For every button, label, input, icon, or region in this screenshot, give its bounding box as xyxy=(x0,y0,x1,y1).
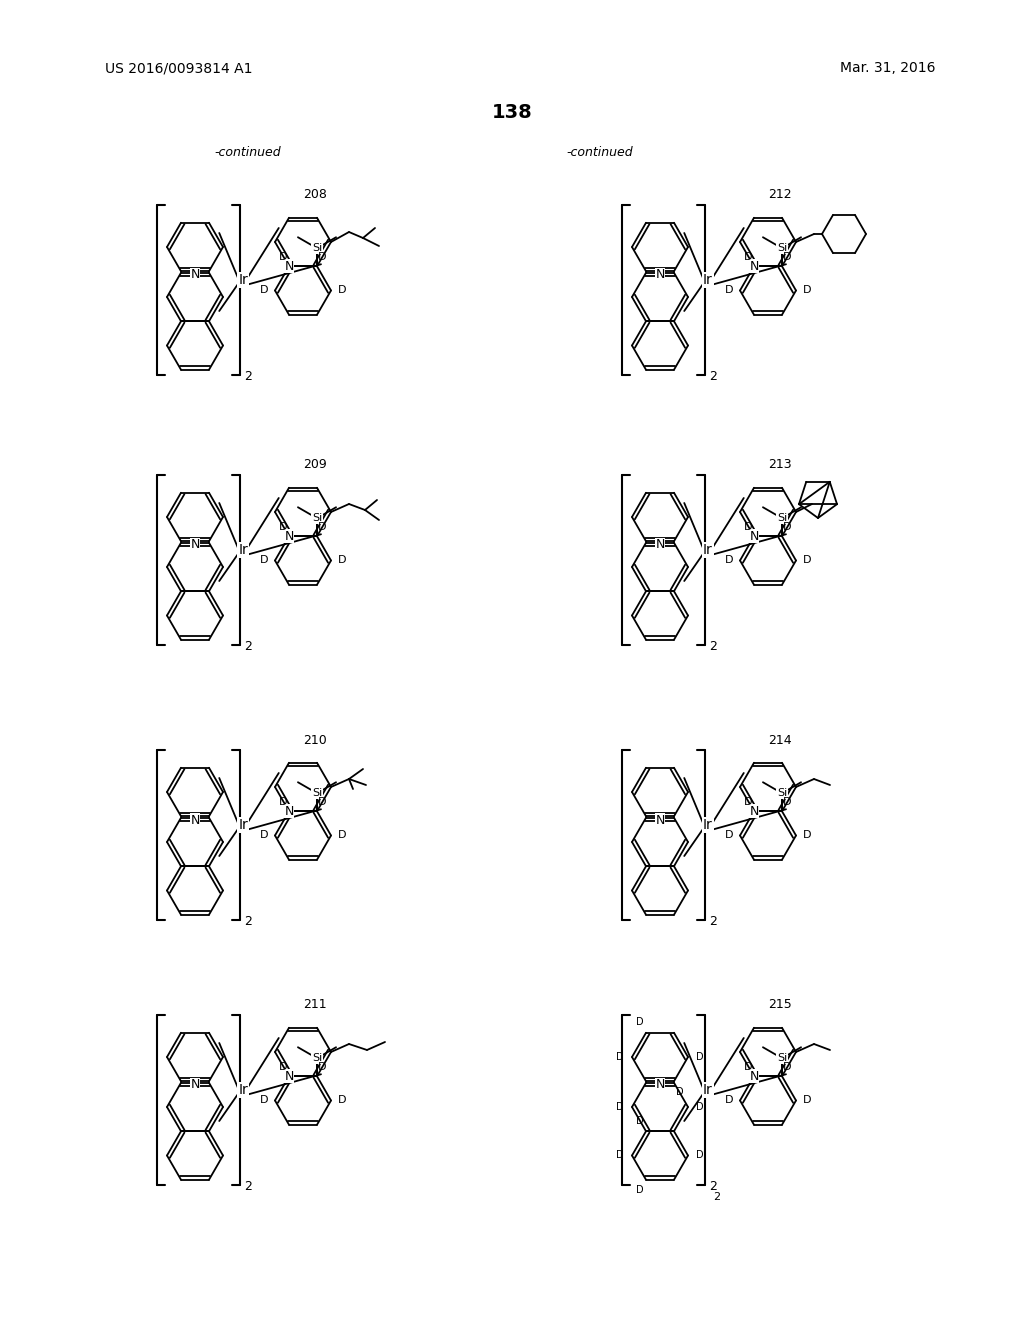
Text: Ir: Ir xyxy=(703,273,713,286)
Text: N: N xyxy=(285,260,294,273)
Text: D: D xyxy=(803,1096,811,1105)
Text: N: N xyxy=(285,529,294,543)
Text: D: D xyxy=(725,1096,733,1105)
Text: Si: Si xyxy=(777,513,787,523)
Text: US 2016/0093814 A1: US 2016/0093814 A1 xyxy=(105,61,253,75)
Text: N: N xyxy=(190,813,200,826)
Text: D: D xyxy=(636,1185,644,1195)
Text: N: N xyxy=(750,1069,759,1082)
Text: D: D xyxy=(280,797,288,807)
Text: D: D xyxy=(616,1052,624,1063)
Text: D: D xyxy=(338,830,346,841)
Text: D: D xyxy=(744,521,753,532)
Text: D: D xyxy=(783,797,792,807)
Text: 2: 2 xyxy=(244,640,252,653)
Text: 2: 2 xyxy=(244,371,252,384)
Text: 214: 214 xyxy=(768,734,792,747)
Text: 2: 2 xyxy=(709,1180,717,1193)
Text: D: D xyxy=(636,1115,644,1126)
Text: 2: 2 xyxy=(709,371,717,384)
Text: Ir: Ir xyxy=(239,818,248,832)
Text: N: N xyxy=(655,813,665,826)
Text: D: D xyxy=(280,1061,288,1072)
Text: D: D xyxy=(636,1018,644,1027)
Text: Si: Si xyxy=(312,788,323,799)
Text: D: D xyxy=(318,797,327,807)
Text: D: D xyxy=(783,521,792,532)
Text: D: D xyxy=(725,830,733,841)
Text: D: D xyxy=(744,1061,753,1072)
Text: -continued: -continued xyxy=(215,145,282,158)
Text: D: D xyxy=(725,285,733,296)
Text: 138: 138 xyxy=(492,103,532,121)
Text: D: D xyxy=(783,1061,792,1072)
Text: D: D xyxy=(318,252,327,261)
Text: 213: 213 xyxy=(768,458,792,471)
Text: D: D xyxy=(280,252,288,261)
Text: D: D xyxy=(744,797,753,807)
Text: N: N xyxy=(655,1078,665,1092)
Text: N: N xyxy=(285,1069,294,1082)
Text: D: D xyxy=(280,521,288,532)
Text: D: D xyxy=(260,830,268,841)
Text: D: D xyxy=(260,1096,268,1105)
Text: D: D xyxy=(696,1102,703,1111)
Text: D: D xyxy=(318,1061,327,1072)
Text: N: N xyxy=(655,268,665,281)
Text: N: N xyxy=(655,539,665,552)
Text: D: D xyxy=(803,285,811,296)
Text: N: N xyxy=(750,805,759,818)
Text: 208: 208 xyxy=(303,189,327,202)
Text: D: D xyxy=(803,556,811,565)
Text: Ir: Ir xyxy=(239,543,248,557)
Text: Ir: Ir xyxy=(239,1082,248,1097)
Text: D: D xyxy=(338,556,346,565)
Text: N: N xyxy=(285,805,294,818)
Text: D: D xyxy=(616,1151,624,1160)
Text: -continued: -continued xyxy=(566,145,633,158)
Text: 2: 2 xyxy=(709,916,717,928)
Text: 211: 211 xyxy=(303,998,327,1011)
Text: 215: 215 xyxy=(768,998,792,1011)
Text: D: D xyxy=(338,285,346,296)
Text: Si: Si xyxy=(312,513,323,523)
Text: Si: Si xyxy=(312,243,323,253)
Text: D: D xyxy=(725,556,733,565)
Text: D: D xyxy=(338,1096,346,1105)
Text: N: N xyxy=(190,539,200,552)
Text: D: D xyxy=(318,521,327,532)
Text: D: D xyxy=(260,556,268,565)
Text: Si: Si xyxy=(312,1053,323,1063)
Text: Ir: Ir xyxy=(703,818,713,832)
Text: N: N xyxy=(190,268,200,281)
Text: D: D xyxy=(616,1102,624,1111)
Text: D: D xyxy=(676,1086,684,1097)
Text: 2: 2 xyxy=(714,1192,721,1203)
Text: D: D xyxy=(783,252,792,261)
Text: D: D xyxy=(696,1151,703,1160)
Text: Si: Si xyxy=(777,788,787,799)
Text: 2: 2 xyxy=(709,640,717,653)
Text: 212: 212 xyxy=(768,189,792,202)
Text: Ir: Ir xyxy=(703,1082,713,1097)
Text: Ir: Ir xyxy=(239,273,248,286)
Text: D: D xyxy=(260,285,268,296)
Text: 210: 210 xyxy=(303,734,327,747)
Text: Mar. 31, 2016: Mar. 31, 2016 xyxy=(840,61,936,75)
Text: N: N xyxy=(750,529,759,543)
Text: 209: 209 xyxy=(303,458,327,471)
Text: 2: 2 xyxy=(244,1180,252,1193)
Text: D: D xyxy=(696,1052,703,1063)
Text: 2: 2 xyxy=(244,916,252,928)
Text: N: N xyxy=(750,260,759,273)
Text: Ir: Ir xyxy=(703,543,713,557)
Text: Si: Si xyxy=(777,243,787,253)
Text: Si: Si xyxy=(777,1053,787,1063)
Text: D: D xyxy=(744,252,753,261)
Text: D: D xyxy=(803,830,811,841)
Text: N: N xyxy=(190,1078,200,1092)
